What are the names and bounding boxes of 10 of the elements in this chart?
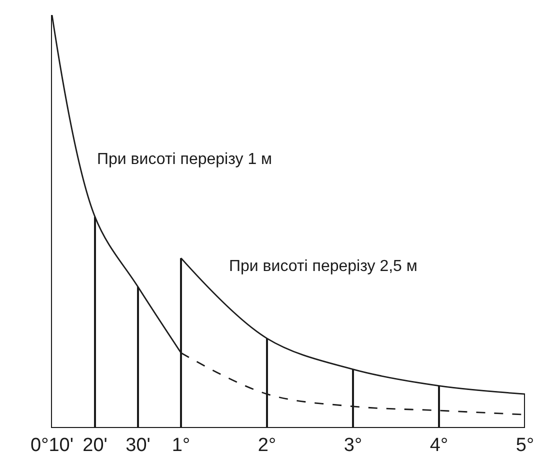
x-tick-label: 20' (82, 435, 108, 456)
x-tick-label: 4° (430, 435, 448, 456)
x-tick-label: 2° (258, 435, 276, 456)
x-tick-label: 30' (126, 435, 150, 456)
x-tick-label: 0°10' (30, 435, 74, 456)
x-tick-label: 5° (516, 435, 534, 456)
x-tick-label: 3° (344, 435, 362, 456)
annotation: При висоті перерізу 2,5 м (229, 258, 418, 275)
x-tick-label: 1° (172, 435, 190, 456)
annotation: При висоті перерізу 1 м (97, 151, 272, 168)
